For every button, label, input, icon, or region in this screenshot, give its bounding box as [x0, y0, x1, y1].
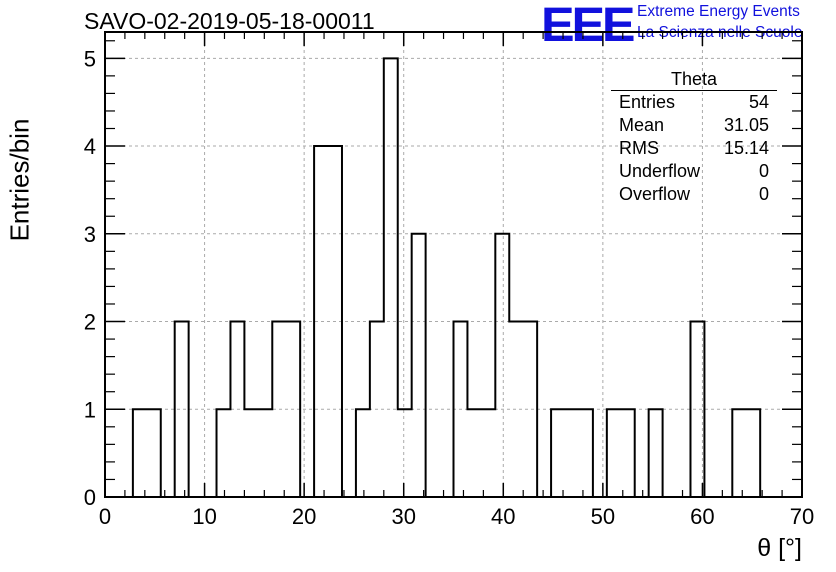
- logo-line-1: Extreme Energy Events: [637, 3, 800, 20]
- x-tick-label: 50: [591, 504, 615, 529]
- stats-row: Overflow 0: [609, 183, 777, 206]
- y-tick-label: 4: [84, 134, 96, 159]
- histogram-bin: [732, 409, 746, 497]
- stats-row: Entries 54: [609, 91, 777, 114]
- histogram-bin: [133, 409, 147, 497]
- stats-box: Theta Entries 54 Mean 31.05 RMS 15.14 Underflo…: [609, 68, 777, 206]
- x-tick-label: 0: [99, 504, 111, 529]
- y-tick-label: 2: [84, 310, 96, 335]
- stats-row: Underflow 0: [609, 160, 777, 183]
- y-tick-label: 3: [84, 222, 96, 247]
- plot-frame: [104, 31, 803, 498]
- x-tick-label: 10: [192, 504, 216, 529]
- stats-label: RMS: [619, 138, 659, 158]
- histogram-bin: [175, 322, 189, 497]
- histogram-bin: [217, 409, 231, 497]
- x-tick-label: 40: [491, 504, 515, 529]
- x-tick-label: 60: [690, 504, 714, 529]
- histogram-bin: [481, 409, 495, 497]
- stats-rows: Entries 54 Mean 31.05 RMS 15.14 Underflow 0 Over…: [609, 91, 777, 206]
- histogram-bin: [398, 409, 412, 497]
- histogram-bin: [356, 409, 370, 497]
- histogram-outline: [131, 57, 762, 497]
- histogram-bin: [467, 409, 481, 497]
- histogram-bin: [384, 58, 398, 497]
- stats-label: Underflow: [619, 161, 701, 181]
- stats-value: 31.05: [723, 115, 769, 135]
- histogram-bin: [147, 409, 161, 497]
- histogram-bin: [621, 409, 635, 497]
- stats-row: RMS 15.14: [609, 137, 777, 160]
- stats-value: 0: [758, 161, 769, 181]
- stats-value: 54: [748, 92, 769, 112]
- stats-row: Mean 31.05: [609, 114, 777, 137]
- eee-logo-mark: EEE: [541, 0, 636, 52]
- axis-ticks: [104, 32, 803, 498]
- histogram-bin: [244, 409, 258, 497]
- histogram-bin: [579, 409, 593, 497]
- histogram-bin: [746, 409, 760, 497]
- histogram-bin: [607, 409, 621, 497]
- stats-title: Theta: [611, 68, 777, 91]
- stats-label: Overflow: [619, 184, 691, 204]
- histogram-bin: [412, 234, 426, 497]
- tick-labels: 0 10 20 30 40 50 60 70 0 1 2 3 4 5: [84, 46, 814, 529]
- histogram-bin: [495, 234, 509, 497]
- x-tick-label: 20: [292, 504, 316, 529]
- chart-title: SAVO-02-2019-05-18-00011: [84, 8, 375, 34]
- x-axis-label: θ [°]: [757, 534, 802, 562]
- y-tick-label: 5: [84, 46, 96, 71]
- stats-label: Mean: [619, 115, 665, 135]
- x-tick-label: 70: [790, 504, 814, 529]
- histogram-bin: [565, 409, 579, 497]
- stats-label: Entries: [619, 92, 676, 112]
- histogram-bin: [551, 409, 565, 497]
- stats-value: 0: [758, 184, 769, 204]
- histogram-bars: [131, 57, 762, 497]
- y-tick-label: 1: [84, 397, 96, 422]
- x-tick-label: 30: [391, 504, 415, 529]
- histogram-bin: [649, 409, 663, 497]
- stats-value: 15.14: [723, 138, 769, 158]
- y-tick-label: 0: [84, 485, 96, 510]
- histogram-bin: [258, 409, 272, 497]
